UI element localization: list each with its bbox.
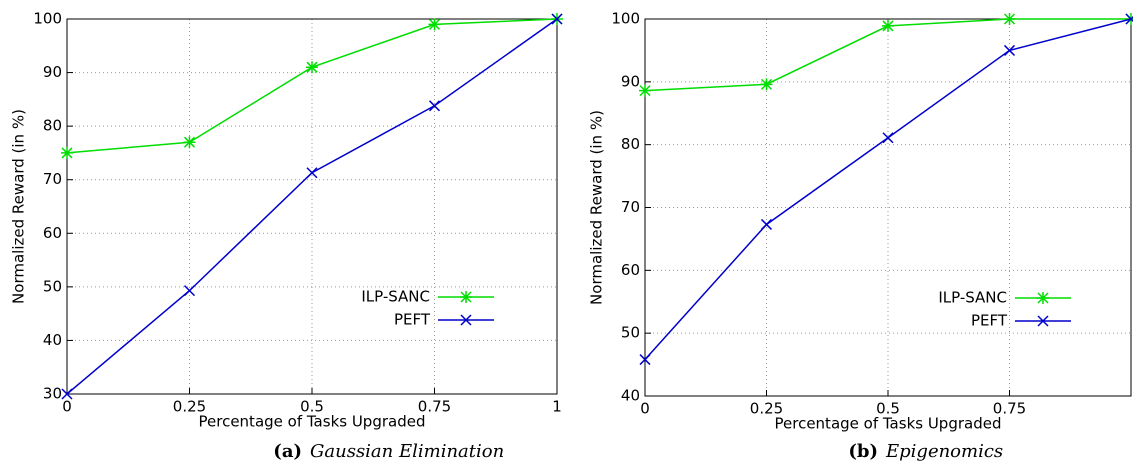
data-point — [882, 19, 894, 32]
series-line — [644, 18, 1132, 361]
data-point — [428, 100, 441, 112]
x-tick-label: 0 — [62, 398, 72, 416]
y-tick-label: 70 — [621, 198, 640, 216]
caption: Gaussian Elimination — [310, 441, 504, 462]
legend-label: ILP-SANC — [938, 289, 1007, 307]
x-axis-label: Percentage of Tasks Upgraded — [775, 415, 1002, 433]
x-tick-label: 0.25 — [750, 400, 783, 418]
x-tick-label: 0.5 — [876, 400, 900, 418]
y-tick-label: 60 — [621, 261, 640, 279]
data-point — [183, 285, 196, 297]
y-tick-label: 60 — [43, 224, 62, 242]
y-tick-label: 80 — [43, 117, 62, 135]
y-tick-label: 50 — [43, 277, 62, 295]
data-point — [760, 218, 773, 230]
y-tick-label: 100 — [33, 10, 62, 28]
y-tick-label: 100 — [611, 10, 640, 28]
y-tick-label: 90 — [43, 63, 62, 81]
data-point — [1003, 13, 1016, 25]
legend-marker — [460, 291, 472, 303]
data-point — [760, 78, 773, 91]
data-point — [428, 18, 441, 31]
x-tick-label: 0.75 — [418, 398, 451, 416]
y-tick-label: 30 — [43, 385, 62, 403]
data-point — [61, 146, 73, 159]
legend-marker — [460, 314, 472, 326]
plot-frame — [66, 18, 558, 395]
caption-label: (b) — [848, 441, 878, 462]
legend-label: ILP-SANC — [361, 288, 430, 306]
caption-label: (a) — [273, 441, 302, 462]
data-point — [639, 354, 651, 366]
data-point — [306, 167, 318, 179]
x-tick-label: 0.75 — [993, 400, 1026, 418]
data-point — [882, 132, 894, 144]
plot-frame — [644, 18, 1132, 397]
y-tick-label: 90 — [621, 72, 640, 90]
y-axis-label: Normalized Reward (in %) — [10, 109, 28, 304]
legend-marker — [1037, 315, 1049, 327]
data-point — [183, 136, 196, 149]
x-tick-label: 0.5 — [300, 398, 324, 416]
data-point — [306, 61, 318, 74]
y-tick-label: 40 — [621, 387, 640, 405]
x-tick-label: 0.25 — [173, 398, 206, 416]
y-axis-label: Normalized Reward (in %) — [588, 110, 606, 305]
x-tick-label: 0 — [640, 400, 650, 418]
data-point — [1125, 13, 1133, 25]
legend-label: PEFT — [971, 312, 1008, 330]
x-tick-label: 1 — [552, 398, 562, 416]
data-point — [1003, 44, 1016, 56]
caption: Epigenomics — [885, 441, 1003, 462]
y-tick-label: 70 — [43, 170, 62, 188]
y-tick-label: 40 — [43, 331, 62, 349]
legend-marker — [1037, 292, 1049, 304]
legend-label: PEFT — [394, 311, 431, 329]
y-tick-label: 80 — [621, 135, 640, 153]
x-axis-label: Percentage of Tasks Upgraded — [199, 413, 426, 431]
data-point — [639, 84, 651, 97]
data-point — [551, 13, 563, 25]
data-point — [61, 388, 73, 400]
y-tick-label: 50 — [621, 324, 640, 342]
